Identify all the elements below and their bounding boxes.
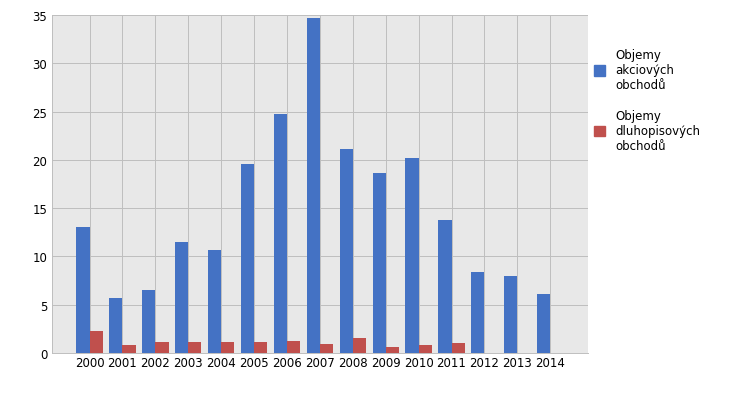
Legend: Objemy
akciových
obchodů, Objemy
dluhopisových
obchodů: Objemy akciových obchodů, Objemy dluhopi… <box>594 49 700 152</box>
Bar <box>373 174 385 353</box>
Bar <box>287 341 300 353</box>
Bar <box>123 345 135 353</box>
Bar <box>452 343 465 353</box>
Bar <box>175 242 188 353</box>
Bar <box>254 342 267 353</box>
Bar <box>109 298 123 353</box>
Bar <box>419 345 432 353</box>
Bar <box>471 272 484 353</box>
Bar <box>208 251 221 353</box>
Bar <box>188 342 202 353</box>
Bar <box>438 220 452 353</box>
Bar <box>340 150 353 353</box>
Bar <box>274 115 287 353</box>
Bar <box>320 344 333 353</box>
Bar <box>537 294 551 353</box>
Bar <box>241 164 254 353</box>
Bar <box>89 331 103 353</box>
Bar <box>385 347 399 353</box>
Bar <box>155 342 169 353</box>
Bar <box>405 158 419 353</box>
Bar <box>221 342 234 353</box>
Bar <box>77 228 89 353</box>
Bar <box>142 290 155 353</box>
Bar <box>307 19 320 353</box>
Bar <box>504 276 517 353</box>
Bar <box>353 338 366 353</box>
